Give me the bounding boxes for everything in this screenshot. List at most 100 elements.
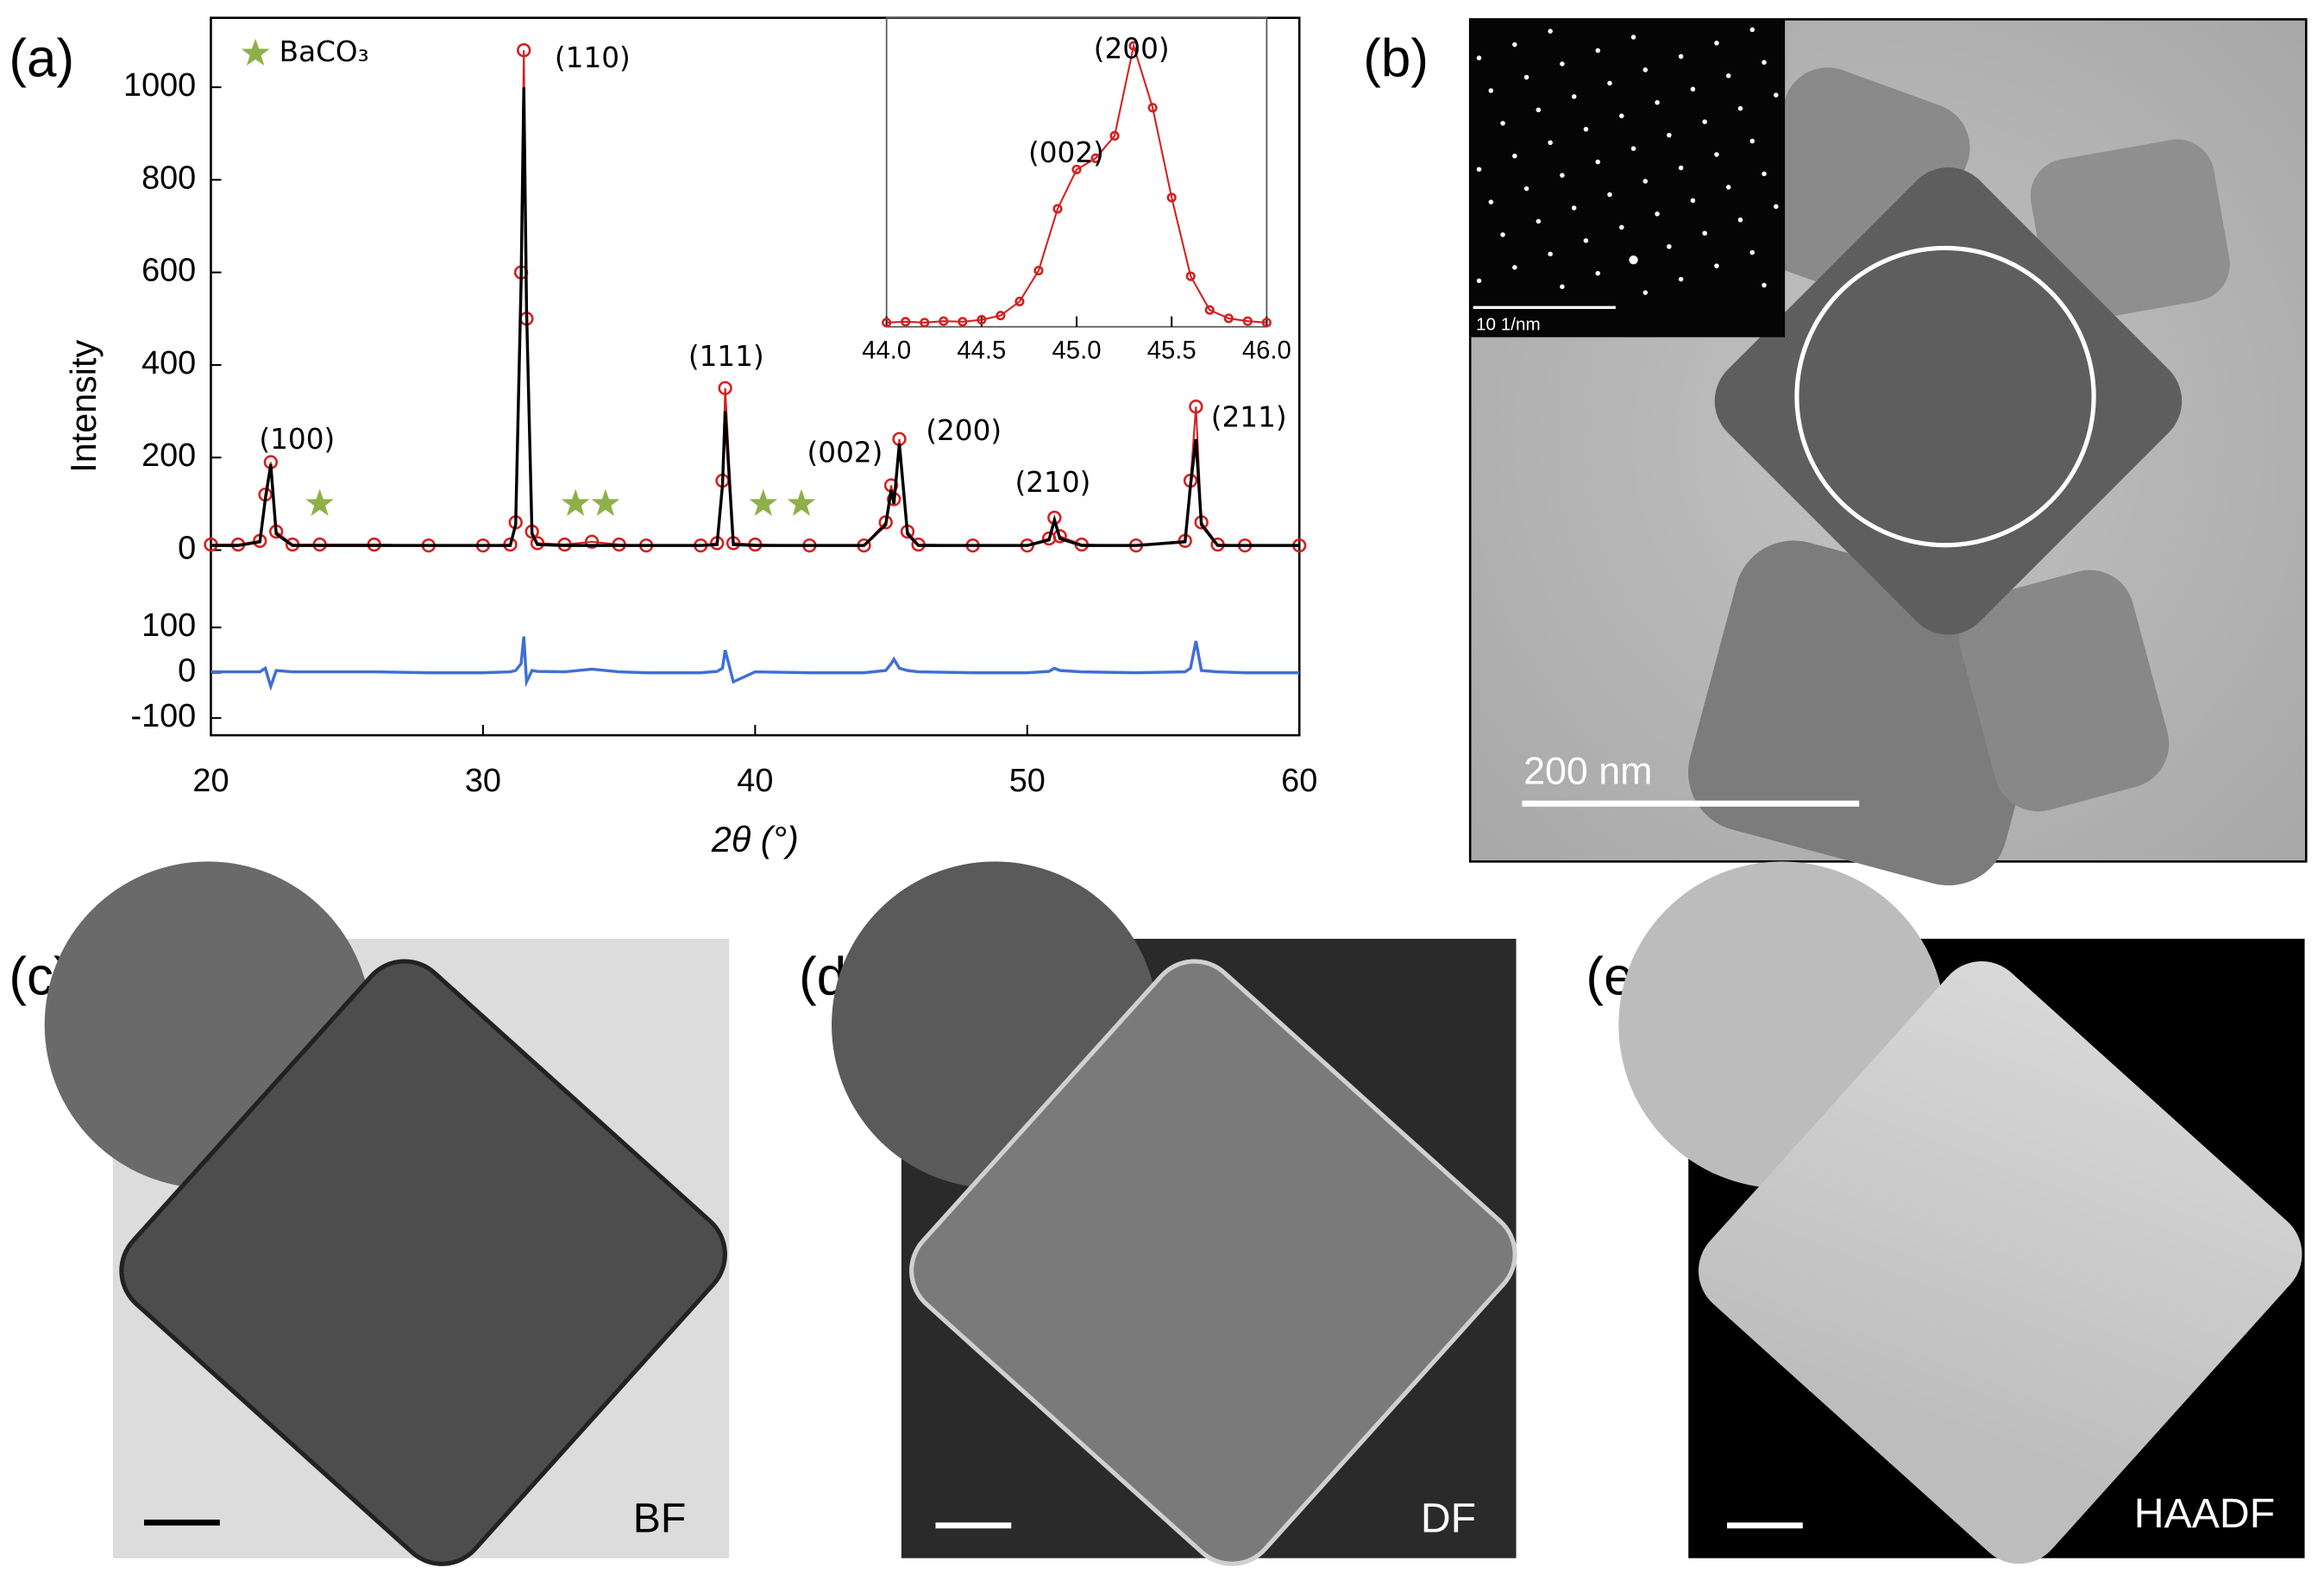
plot-frame bbox=[210, 16, 1301, 737]
data-point bbox=[1109, 130, 1120, 141]
data-point bbox=[901, 317, 911, 327]
diffraction-spot bbox=[1714, 263, 1719, 268]
data-point bbox=[718, 381, 732, 395]
diffraction-spot bbox=[1583, 127, 1589, 132]
panel-label: (b) bbox=[1363, 29, 1429, 89]
diffraction-spot bbox=[1571, 205, 1577, 211]
data-point bbox=[517, 43, 531, 58]
bf-image bbox=[44, 861, 730, 1566]
diffraction-spot bbox=[1476, 55, 1482, 60]
diffraction-spot bbox=[1762, 282, 1767, 288]
diffraction-spot bbox=[1667, 132, 1672, 138]
x-tick-label: 40 bbox=[737, 763, 773, 799]
diffraction-spot bbox=[1595, 47, 1600, 54]
diffraction-spot bbox=[1548, 140, 1553, 146]
diffraction-spot bbox=[1607, 80, 1612, 86]
data-point bbox=[1261, 318, 1272, 328]
data-point bbox=[996, 311, 1006, 321]
data-point bbox=[939, 316, 949, 326]
diffraction-spot bbox=[1607, 192, 1612, 198]
diffraction-spot bbox=[1536, 107, 1542, 113]
x-axis-label: 2θ (°) bbox=[711, 820, 799, 859]
y-tick-label: 1000 bbox=[123, 67, 196, 104]
diffraction-spot bbox=[1500, 232, 1505, 237]
diffraction-spot bbox=[1762, 60, 1767, 66]
diffraction-spot bbox=[1548, 251, 1553, 257]
legend-label: BaCO₃ bbox=[280, 35, 369, 68]
diffraction-spot bbox=[1512, 153, 1517, 159]
diffraction-spot bbox=[1702, 230, 1707, 236]
diffraction-spot bbox=[1512, 265, 1517, 270]
data-point bbox=[1014, 296, 1025, 306]
diffraction-spot bbox=[1619, 224, 1624, 230]
data-point bbox=[1033, 266, 1044, 276]
data-point bbox=[584, 534, 600, 550]
diffraction-spot bbox=[1690, 198, 1696, 204]
diffraction-spot bbox=[1595, 159, 1600, 165]
diffraction-spot bbox=[1737, 217, 1743, 223]
diffraction-spot bbox=[1560, 61, 1565, 66]
haadf-image bbox=[1618, 861, 2305, 1564]
y-tick-label: 400 bbox=[141, 345, 196, 381]
scale-label: 10 1/nm bbox=[1476, 314, 1541, 334]
diffraction-spot bbox=[1643, 290, 1649, 295]
data-point bbox=[882, 318, 892, 328]
peak-label: (002) bbox=[807, 437, 883, 469]
diffraction-spot bbox=[1643, 179, 1649, 184]
data-point bbox=[958, 317, 968, 327]
data-point bbox=[1189, 400, 1203, 414]
data-point bbox=[1052, 529, 1067, 544]
y2-tick-label: 0 bbox=[178, 653, 196, 689]
x-tick-label: 20 bbox=[192, 763, 229, 799]
diffraction-spot bbox=[1667, 243, 1672, 249]
peak-label: (111) bbox=[688, 340, 764, 373]
diffraction-spot bbox=[1774, 92, 1779, 98]
data-point bbox=[1090, 153, 1101, 163]
y2-tick-label: 100 bbox=[141, 607, 196, 644]
x-tick-label: 60 bbox=[1281, 763, 1317, 799]
diffraction-spot bbox=[1714, 152, 1719, 157]
data-point bbox=[1071, 164, 1082, 175]
diffraction-spot bbox=[1500, 121, 1505, 126]
diffraction-spot bbox=[1725, 185, 1731, 190]
mode-label: DF bbox=[1421, 1495, 1476, 1541]
y-axis-label: Intensity bbox=[64, 340, 104, 473]
y-tick-label: 800 bbox=[141, 160, 196, 196]
y2-tick-label: -100 bbox=[130, 698, 196, 734]
data-point bbox=[1185, 271, 1196, 281]
y-tick-label: 0 bbox=[178, 531, 196, 567]
data-point bbox=[1204, 305, 1215, 315]
peak-label: (210) bbox=[1015, 466, 1091, 499]
diffraction-spot bbox=[1749, 27, 1755, 33]
diffraction-spot bbox=[1476, 278, 1482, 284]
diffraction-spot bbox=[1523, 74, 1529, 80]
y-tick-label: 200 bbox=[141, 437, 196, 474]
peak-label: (110) bbox=[555, 41, 631, 74]
diffraction-spot bbox=[1714, 41, 1719, 46]
diffraction-spot bbox=[1512, 41, 1517, 47]
diffraction-spot bbox=[1702, 119, 1707, 124]
data-line bbox=[210, 87, 1300, 547]
diffraction-spot bbox=[1523, 186, 1529, 192]
scale-label: 200 nm bbox=[1523, 750, 1652, 793]
diffraction-spot bbox=[1630, 35, 1636, 40]
diffraction-spot bbox=[1737, 105, 1743, 111]
x-tick-label: 44.5 bbox=[957, 337, 1006, 365]
diffraction-spot bbox=[1655, 211, 1660, 217]
peak-label: (200) bbox=[1094, 33, 1170, 66]
peak-label: (211) bbox=[1211, 400, 1287, 433]
legend-symbol bbox=[241, 38, 270, 66]
diffraction-spot bbox=[1725, 73, 1731, 79]
peak-label: (100) bbox=[259, 423, 335, 456]
phase-marker bbox=[305, 488, 335, 516]
x-tick-label: 45.5 bbox=[1147, 337, 1197, 365]
diffraction-spot bbox=[1560, 173, 1565, 178]
x-tick-label: 30 bbox=[465, 763, 501, 799]
mode-label: HAADF bbox=[2134, 1490, 2275, 1537]
panel-label: (a) bbox=[9, 29, 74, 89]
data-point bbox=[1166, 192, 1177, 203]
diffraction-spot bbox=[1560, 284, 1565, 289]
phase-marker bbox=[787, 488, 816, 516]
diffraction-spot bbox=[1678, 165, 1684, 171]
